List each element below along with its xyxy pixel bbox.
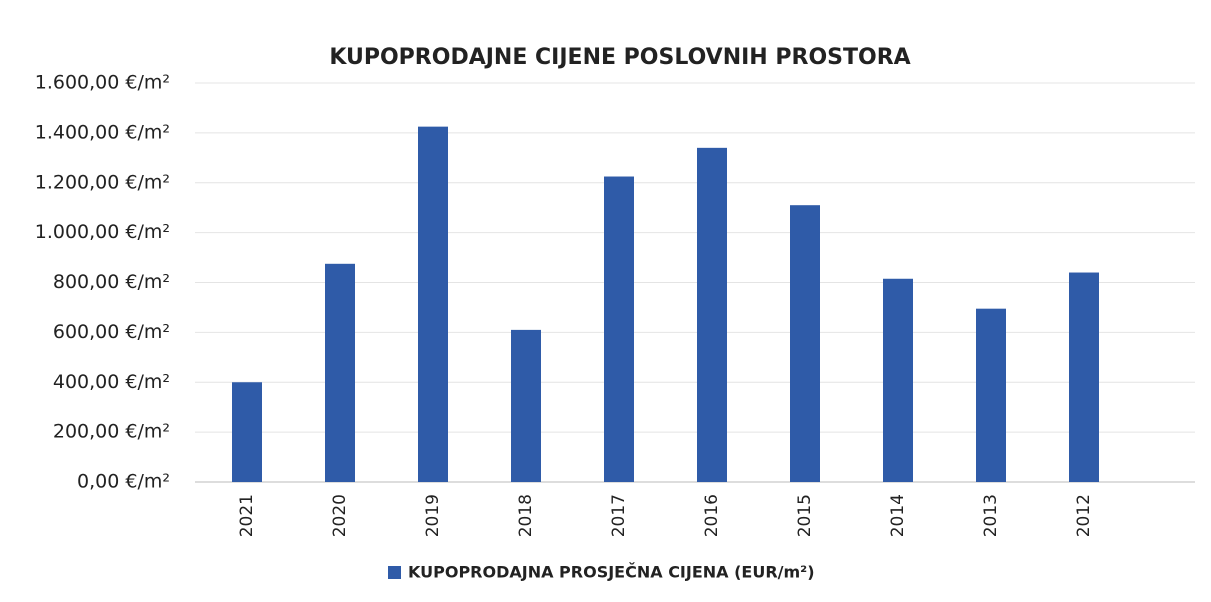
bar: [232, 382, 262, 482]
x-tick-label: 2014: [888, 494, 908, 537]
bar: [790, 205, 820, 482]
bar: [697, 147, 727, 482]
legend-swatch: [388, 566, 401, 579]
y-tick-label: 400,00 €/m²: [53, 371, 170, 393]
x-tick-label: 2019: [423, 494, 443, 537]
x-tick-label: 2012: [1074, 494, 1094, 537]
x-tick-label: 2021: [237, 494, 257, 537]
x-tick-label: 2020: [330, 494, 350, 537]
y-tick-label: 1.200,00 €/m²: [35, 171, 170, 193]
x-tick-label: 2017: [609, 494, 629, 537]
x-tick-label: 2016: [702, 494, 722, 537]
y-tick-label: 200,00 €/m²: [53, 421, 170, 443]
x-tick-label: 2018: [516, 494, 536, 537]
y-tick-label: 1.600,00 €/m²: [35, 72, 170, 94]
y-tick-label: 0,00 €/m²: [77, 471, 170, 493]
bar: [604, 176, 634, 482]
y-tick-label: 1.400,00 €/m²: [35, 121, 170, 143]
bar: [325, 263, 355, 482]
bar: [883, 278, 913, 482]
bar: [1069, 272, 1099, 482]
chart-title: KUPOPRODAJNE CIJENE POSLOVNIH PROSTORA: [329, 45, 910, 70]
y-tick-label: 600,00 €/m²: [53, 321, 170, 343]
bar: [976, 308, 1006, 482]
y-tick-label: 800,00 €/m²: [53, 271, 170, 293]
x-tick-label: 2013: [981, 494, 1001, 537]
bar: [511, 329, 541, 482]
bar: [418, 126, 448, 482]
x-tick-label: 2015: [795, 494, 815, 537]
legend-label: KUPOPRODAJNA PROSJEČNA CIJENA (EUR/m²): [408, 563, 815, 582]
y-tick-label: 1.000,00 €/m²: [35, 221, 170, 243]
